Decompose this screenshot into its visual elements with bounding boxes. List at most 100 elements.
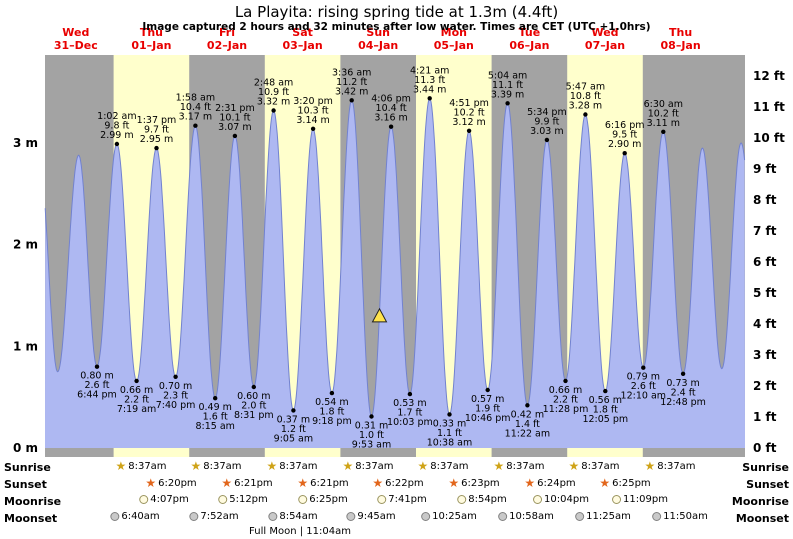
tide-extreme-dot <box>603 388 608 394</box>
day-label-date: 08–Jan <box>661 39 701 52</box>
moonrise-time: 11:09pm <box>623 494 668 505</box>
tide-extreme-dot <box>329 390 335 396</box>
tide-extreme-dot <box>193 123 198 128</box>
moonrise-circle-icon <box>139 495 149 504</box>
tide-extreme-dot <box>154 145 159 151</box>
low-tide-label: 0.80 m 2.6 ft 6:44 pm <box>77 371 117 401</box>
tide-extreme-dot <box>173 374 178 379</box>
sunset-time: 6:24pm <box>537 477 576 489</box>
sunset-event: ★ 6:21pm <box>221 477 272 489</box>
sunrise-time: 8:37am <box>657 460 696 472</box>
moonset-circle-icon <box>110 512 120 521</box>
low-tide-label: 0.66 m 2.2 ft 7:19 am <box>117 385 156 415</box>
tide-extreme-dot <box>447 412 452 417</box>
high-tide-label: 5:04 am 11.1 ft 3.39 m <box>488 70 527 100</box>
moonset-circle-icon <box>498 512 508 521</box>
moonset-circle-icon <box>346 512 356 521</box>
tide-extreme-dot <box>232 133 238 139</box>
tide-extreme-dot <box>407 391 413 397</box>
moonrise-circle-icon <box>533 495 543 504</box>
day-label-date: 31–Dec <box>54 39 98 52</box>
tide-extreme-dot <box>641 365 646 370</box>
sunset-star-icon: ★ <box>297 476 309 490</box>
sunrise-label-right: Sunrise <box>742 461 789 474</box>
moonset-time: 7:52am <box>200 511 239 522</box>
moonset-circle-icon <box>652 512 662 521</box>
sunrise-time: 8:37am <box>279 460 318 472</box>
sunrise-time: 8:37am <box>128 460 167 472</box>
tide-extreme-dot <box>563 378 568 384</box>
sunset-time: 6:23pm <box>461 477 500 489</box>
low-tide-label: 0.56 m 1.8 ft 12:05 pm <box>582 395 628 425</box>
astro-panel: Sunrise ★ 8:37am ★ 8:37am ★ 8:37am ★ 8:37am ★ 8:3… <box>0 459 793 539</box>
sunrise-event: ★ 8:37am <box>417 460 468 472</box>
meters-tick-label: 0 m <box>13 441 38 455</box>
tide-extreme-dot <box>114 141 120 147</box>
moonrise-time: 10:04pm <box>544 494 589 505</box>
day-label-date: 01–Jan <box>131 39 171 52</box>
sunset-star-icon: ★ <box>145 476 157 490</box>
sunset-event: ★ 6:21pm <box>297 477 348 489</box>
sunrise-event: ★ 8:37am <box>190 460 241 472</box>
sunrise-star-icon: ★ <box>417 459 429 473</box>
feet-tick-label: 4 ft <box>753 317 777 331</box>
sunrise-time: 8:37am <box>430 460 469 472</box>
tide-extreme-dot <box>505 101 510 106</box>
day-label-date: 05–Jan <box>434 39 474 52</box>
sunrise-time: 8:37am <box>203 460 242 472</box>
day-label-dow: Sat <box>292 26 313 39</box>
high-tide-label: 2:48 am 10.9 ft 3.32 m <box>254 78 293 108</box>
day-label-dow: Wed <box>591 26 618 39</box>
tide-extreme-dot <box>369 414 374 419</box>
moonrise-circle-icon <box>377 495 387 504</box>
sunrise-event: ★ 8:37am <box>493 460 544 472</box>
sunrise-time: 8:37am <box>581 460 620 472</box>
high-tide-label: 1:58 am 10.4 ft 3.17 m <box>176 93 215 123</box>
moonset-time: 11:50am <box>663 511 708 522</box>
sunrise-event: ★ 8:37am <box>266 460 317 472</box>
moonset-event: 10:25am <box>421 511 477 522</box>
current-tide-marker <box>371 307 388 323</box>
tide-extreme-dot <box>525 403 530 408</box>
high-tide-label: 1:02 am 9.8 ft 2.99 m <box>97 111 136 141</box>
moonrise-time: 7:41pm <box>388 494 427 505</box>
low-tide-label: 0.31 m 1.0 ft 9:53 am <box>352 421 391 451</box>
tide-extreme-dot <box>622 151 627 156</box>
moonrise-circle-icon <box>218 495 228 504</box>
sunrise-row: Sunrise ★ 8:37am ★ 8:37am ★ 8:37am ★ 8:37am ★ 8:3… <box>0 459 793 476</box>
moonset-circle-icon <box>421 512 431 521</box>
feet-tick-label: 7 ft <box>753 224 777 238</box>
tide-extreme-dot <box>661 129 666 134</box>
tide-extreme-dot <box>388 124 394 129</box>
feet-tick-label: 1 ft <box>753 410 777 424</box>
moonset-event: 10:58am <box>498 511 554 522</box>
day-label-dow: Thu <box>140 26 163 39</box>
tide-extreme-dot <box>310 126 316 131</box>
day-label-date: 07–Jan <box>585 39 625 52</box>
moonrise-event: 11:09pm <box>612 494 668 505</box>
moonset-time: 10:58am <box>509 511 554 522</box>
feet-tick-label: 6 ft <box>753 255 777 269</box>
low-tide-label: 0.54 m 1.8 ft 9:18 pm <box>312 397 352 427</box>
moonrise-time: 8:54pm <box>468 494 507 505</box>
sunset-label-left: Sunset <box>4 478 47 491</box>
tide-extreme-dot <box>349 98 354 103</box>
moonset-time: 6:40am <box>121 511 160 522</box>
high-tide-label: 5:47 am 10.8 ft 3.28 m <box>566 82 605 112</box>
tide-extreme-dot <box>251 384 256 390</box>
sunrise-star-icon: ★ <box>266 459 278 473</box>
low-tide-label: 0.42 m 1.4 ft 11:22 am <box>505 409 550 439</box>
tide-extreme-dot <box>213 396 218 401</box>
tide-curve-chart: 0.80 m 2.6 ft 6:44 pm 1:02 am 9.8 ft 2.99 m 0.… <box>13 26 785 457</box>
moonset-event: 7:52am <box>189 511 239 522</box>
day-label-dow: Wed <box>62 26 89 39</box>
high-tide-label: 6:16 pm 9.5 ft 2.90 m <box>605 120 645 150</box>
sunrise-star-icon: ★ <box>190 459 202 473</box>
full-moon-note: Full Moon | 11:04am <box>249 526 351 537</box>
moonset-label-right: Moonset <box>735 512 789 525</box>
sunset-label-right: Sunset <box>746 478 789 491</box>
feet-tick-label: 10 ft <box>753 131 785 145</box>
high-tide-label: 3:36 am 11.2 ft 3.42 m <box>332 67 371 97</box>
moonrise-label-right: Moonrise <box>731 495 789 508</box>
day-label-dow: Sun <box>366 26 390 39</box>
